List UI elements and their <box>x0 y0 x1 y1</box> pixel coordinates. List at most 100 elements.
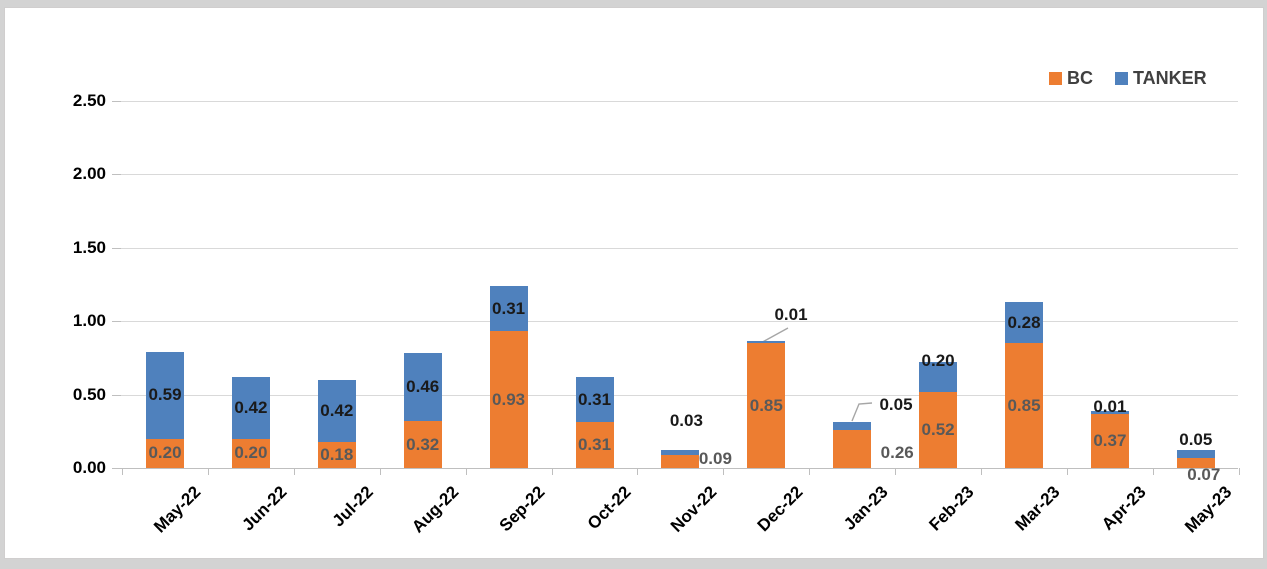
x-axis-label: Aug-22 <box>408 482 463 537</box>
bar-segment-bc <box>661 454 700 468</box>
data-label-bc: 0.31 <box>577 435 612 455</box>
gridline <box>121 394 1238 396</box>
bar-segment-bc <box>146 438 184 468</box>
x-axis-label: Jan-23 <box>840 482 892 534</box>
x-axis-label: Apr-23 <box>1098 482 1150 534</box>
x-axis-label: Nov-22 <box>666 482 721 536</box>
x-axis-tick <box>1066 468 1068 475</box>
data-label-bc: 0.20 <box>148 443 182 463</box>
data-label-tanker: 0.28 <box>1007 312 1041 332</box>
data-label-bc: 0.85 <box>749 395 783 415</box>
x-axis-label: Jul-22 <box>328 482 377 531</box>
x-axis-label: Mar-23 <box>1011 482 1064 535</box>
legend-label: BC <box>1067 68 1093 88</box>
bar-segment-tanker <box>1005 302 1043 344</box>
gridline <box>121 101 1238 102</box>
x-axis-label: Dec-22 <box>753 482 807 536</box>
bar-segment-bc <box>575 422 614 468</box>
x-axis-tick <box>465 468 467 475</box>
data-label-bc: 0.20 <box>234 443 268 463</box>
legend: BC TANKER <box>1049 69 1207 87</box>
data-label-tanker: 0.42 <box>320 400 354 420</box>
legend-swatch-icon <box>1049 71 1062 85</box>
data-label-bc: 0.32 <box>406 434 440 454</box>
data-label-bc: 0.09 <box>698 449 732 468</box>
y-axis-tick <box>112 394 121 396</box>
bar-segment-tanker <box>489 285 528 332</box>
bar-segment-tanker <box>1176 450 1215 458</box>
x-axis-tick <box>207 468 209 475</box>
bar-segment-bc <box>1005 343 1043 468</box>
y-axis-label: 0.00 <box>72 458 106 477</box>
data-label-bc: 0.18 <box>320 444 354 464</box>
bar-segment-tanker <box>146 352 184 439</box>
chart-area: 0.00 0.50 1.00 1.50 2.00 2.50 May-22 Jun-22 Jul-… <box>4 7 1264 559</box>
x-axis-tick <box>981 468 983 475</box>
bar-segment-tanker <box>317 379 356 442</box>
data-label-tanker: 0.01 <box>774 305 808 324</box>
x-axis-tick <box>122 468 124 475</box>
bar-segment-bc <box>1090 413 1129 468</box>
y-axis-tick <box>112 321 121 323</box>
bar-segment-tanker <box>403 353 442 421</box>
data-label-bc: 0.07 <box>1187 465 1221 484</box>
y-axis-label: 2.00 <box>72 164 106 184</box>
x-axis-tick <box>1152 468 1154 475</box>
x-axis-label: Sep-22 <box>495 482 549 536</box>
x-axis-tick <box>723 468 725 475</box>
x-axis-label: Jun-22 <box>238 482 291 535</box>
data-label-tanker: 0.20 <box>921 351 955 371</box>
legend-label: TANKER <box>1133 68 1207 88</box>
data-label-tanker: 0.03 <box>669 411 703 431</box>
data-label-tanker: 0.05 <box>1179 430 1213 450</box>
x-axis-tick <box>551 468 553 475</box>
data-label-tanker: 0.05 <box>879 395 913 414</box>
x-axis-tick <box>809 468 811 475</box>
y-axis-tick <box>112 101 121 102</box>
x-axis-tick <box>637 468 639 475</box>
bar-segment-bc <box>919 391 958 468</box>
data-label-tanker: 0.59 <box>148 385 182 405</box>
data-label-bc: 0.26 <box>880 443 914 462</box>
gridline <box>121 247 1238 249</box>
y-axis-tick <box>112 468 121 469</box>
x-axis-label: Feb-23 <box>925 482 978 535</box>
x-axis-tick <box>293 468 295 475</box>
x-axis-tick <box>895 468 897 475</box>
legend-item-bc: BC <box>1049 69 1093 87</box>
bar-segment-bc <box>403 421 442 468</box>
bar-segment-tanker <box>661 450 700 455</box>
plot-area: 0.00 0.50 1.00 1.50 2.00 2.50 May-22 Jun-22 Jul-… <box>5 8 1263 558</box>
bar-segment-bc <box>1176 457 1215 468</box>
bar-segment-tanker <box>1090 411 1129 414</box>
data-label-bc: 0.93 <box>492 389 526 409</box>
bar-segment-bc <box>747 343 786 468</box>
data-label-tanker: 0.31 <box>577 389 612 409</box>
data-label-bc: 0.85 <box>1007 395 1041 415</box>
x-axis-label: May-23 <box>1181 482 1236 537</box>
data-label-leader-line <box>851 402 873 422</box>
y-axis-label: 2.50 <box>72 91 106 110</box>
gridline <box>121 321 1238 323</box>
legend-swatch-icon <box>1115 71 1128 85</box>
y-axis-tick <box>112 174 121 176</box>
x-axis-tick <box>1238 468 1240 475</box>
y-axis-tick <box>112 247 121 249</box>
y-axis-label: 1.00 <box>72 311 106 331</box>
bar-segment-bc <box>317 441 356 468</box>
x-axis-tick <box>379 468 381 475</box>
bar-segment-tanker <box>833 422 872 430</box>
x-axis-label: Oct-22 <box>583 482 635 534</box>
data-label-tanker: 0.46 <box>406 377 440 397</box>
legend-item-tanker: TANKER <box>1115 69 1207 87</box>
data-label-tanker: 0.01 <box>1093 397 1127 417</box>
bar-segment-tanker <box>575 376 614 423</box>
y-axis-label: 0.50 <box>72 384 106 404</box>
data-label-tanker: 0.31 <box>492 298 526 318</box>
bar-segment-bc <box>231 438 270 468</box>
x-axis-line <box>121 468 1238 469</box>
x-axis-label: May-22 <box>150 482 205 537</box>
gridline <box>121 174 1238 176</box>
y-axis-label: 1.50 <box>72 237 106 257</box>
